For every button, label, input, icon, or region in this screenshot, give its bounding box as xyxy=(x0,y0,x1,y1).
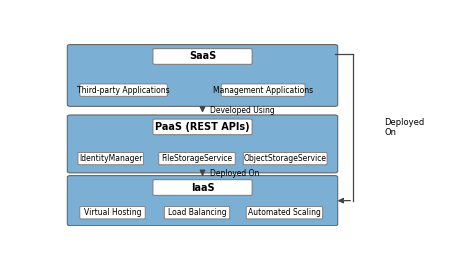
FancyBboxPatch shape xyxy=(153,49,252,64)
Text: PaaS (REST APIs): PaaS (REST APIs) xyxy=(155,122,250,132)
Text: FileStorageService: FileStorageService xyxy=(162,154,233,163)
FancyBboxPatch shape xyxy=(153,119,252,135)
Text: ObjectStorageService: ObjectStorageService xyxy=(244,154,327,163)
FancyBboxPatch shape xyxy=(67,176,337,226)
FancyBboxPatch shape xyxy=(80,207,145,219)
FancyBboxPatch shape xyxy=(80,84,167,96)
FancyBboxPatch shape xyxy=(67,44,337,106)
Text: IdentityManager: IdentityManager xyxy=(79,154,142,163)
Text: Deployed
On: Deployed On xyxy=(384,118,425,137)
Text: Third-party Applications: Third-party Applications xyxy=(77,86,170,95)
Text: Automated Scaling: Automated Scaling xyxy=(248,208,321,217)
FancyBboxPatch shape xyxy=(243,152,327,165)
Text: Deployed On: Deployed On xyxy=(210,169,259,178)
FancyBboxPatch shape xyxy=(221,84,305,96)
Text: Developed Using: Developed Using xyxy=(210,106,274,115)
FancyBboxPatch shape xyxy=(246,207,323,219)
FancyBboxPatch shape xyxy=(67,115,337,173)
Text: IaaS: IaaS xyxy=(191,183,214,193)
FancyBboxPatch shape xyxy=(159,152,235,165)
FancyBboxPatch shape xyxy=(78,152,143,165)
Text: SaaS: SaaS xyxy=(189,52,216,61)
FancyBboxPatch shape xyxy=(153,180,252,195)
FancyBboxPatch shape xyxy=(164,207,230,219)
Text: Management Applications: Management Applications xyxy=(213,86,313,95)
Text: Virtual Hosting: Virtual Hosting xyxy=(84,208,141,217)
Text: Load Balancing: Load Balancing xyxy=(168,208,226,217)
